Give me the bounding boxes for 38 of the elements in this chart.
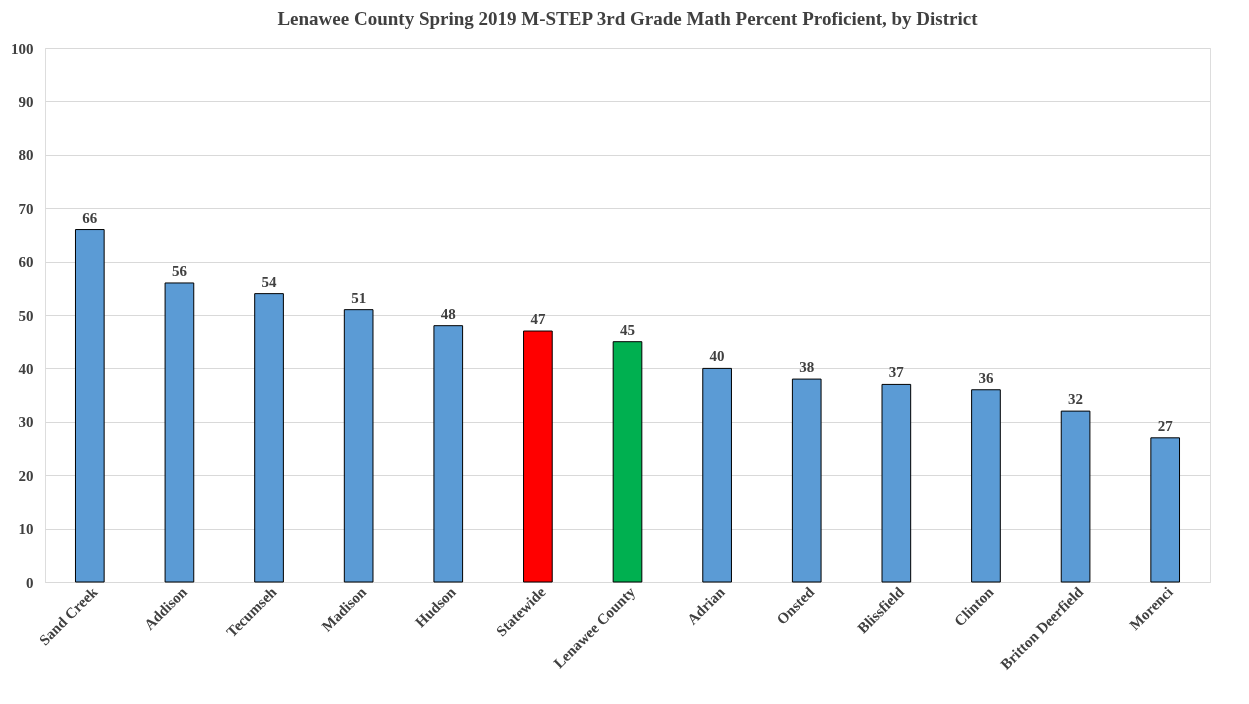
y-tick-label: 10 (18, 521, 34, 538)
data-label: 27 (1157, 417, 1174, 434)
y-tick-label: 50 (18, 307, 34, 324)
data-label: 47 (530, 311, 546, 328)
bar (1150, 437, 1181, 583)
bar (164, 282, 195, 583)
data-label: 48 (440, 305, 456, 322)
data-label: 36 (978, 369, 994, 386)
bar (881, 383, 912, 583)
data-label: 37 (888, 364, 905, 381)
bar (433, 325, 464, 583)
y-tick-label: 40 (18, 360, 34, 377)
data-label: 45 (620, 321, 635, 338)
data-label: 54 (261, 273, 278, 290)
y-tick-label: 30 (18, 414, 34, 431)
y-tick-label: 20 (18, 467, 34, 484)
chart-title: Lenawee County Spring 2019 M-STEP 3rd Grade Math Percent Proficient, by District (277, 8, 979, 29)
y-tick-label: 90 (18, 93, 34, 110)
y-tick-label: 0 (26, 574, 34, 591)
bar (254, 293, 284, 583)
y-tick-label: 100 (11, 40, 34, 57)
bar (343, 309, 374, 583)
bar (971, 389, 1001, 583)
data-label: 32 (1068, 391, 1084, 408)
data-label: 51 (351, 289, 367, 306)
y-tick-label: 80 (18, 147, 34, 164)
y-tick-label: 60 (18, 254, 34, 271)
data-label: 38 (799, 359, 815, 376)
data-label: 66 (82, 209, 98, 226)
data-label: 40 (709, 348, 725, 365)
bar (702, 367, 732, 583)
bar (74, 229, 105, 583)
bar (523, 330, 553, 583)
bar (791, 378, 822, 583)
y-tick-label: 70 (18, 200, 34, 217)
bar (612, 341, 643, 583)
data-label: 56 (171, 262, 188, 279)
bar (1060, 410, 1091, 583)
